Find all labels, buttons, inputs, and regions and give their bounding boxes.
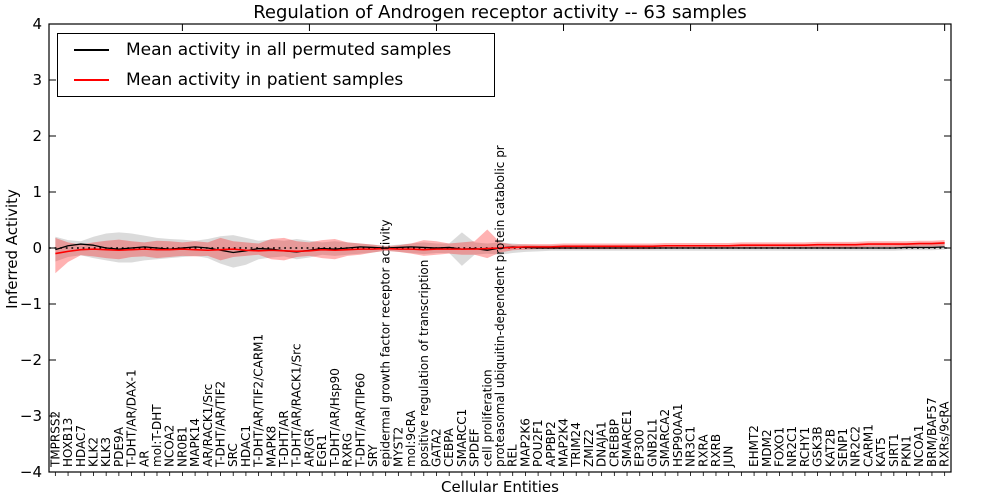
x-tick-label: SRY (366, 444, 380, 467)
x-tick-label: T-DHT/AR/Hsp90 (328, 368, 342, 468)
legend-entry-patient: Mean activity in patient samples (58, 67, 494, 93)
x-tick-label: KAT2B (823, 429, 837, 467)
x-tick-label: HDAC7 (74, 425, 88, 467)
x-tick-label: HOXB13 (61, 418, 75, 467)
legend-entry-permuted: Mean activity in all permuted samples (58, 37, 494, 63)
patient-line-swatch (74, 78, 109, 81)
x-tick-label: EP300 (633, 429, 647, 467)
x-tick-label: T-DHT/AR/DAX-1 (125, 369, 139, 468)
bottom-ticks (54, 472, 946, 476)
x-tick-labels: TMPRSS2HOXB13HDAC7KLK2KLK3PDE9AT-DHT/AR/… (48, 145, 951, 468)
x-tick-label: EHMT2 (747, 425, 761, 467)
x-tick-label: KLK3 (99, 437, 113, 467)
x-tick-label: RXRA (696, 434, 710, 467)
x-tick-label: POU2F1 (531, 419, 545, 467)
mean-patient-line (55, 242, 945, 255)
y-tick-label: −1 (20, 295, 42, 313)
y-axis-label: Inferred Activity (3, 189, 21, 309)
x-tick-label: SRC (226, 443, 240, 467)
permuted-confidence-band (55, 232, 945, 268)
legend: Mean activity in all permuted samples Me… (57, 33, 495, 97)
x-tick-label: NR3C1 (684, 426, 698, 467)
x-tick-label: T-DHT/AR/TIP60 (353, 373, 367, 468)
x-tick-label: MYST2 (391, 427, 405, 467)
x-tick-label: GNB2L1 (645, 419, 659, 467)
x-tick-label: mol:9cRA (404, 410, 418, 467)
y-tick-label: −4 (20, 463, 42, 481)
x-tick-label: HSP90AA1 (671, 403, 685, 467)
x-tick-label: RXRs/9cRA (938, 401, 952, 467)
x-tick-label: SMARCA2 (658, 409, 672, 467)
x-tick-label: GSK3B (811, 426, 825, 467)
x-tick-label: AR/RACK1/Src (201, 384, 215, 467)
y-tick-label: 2 (32, 127, 42, 145)
x-tick-label: REL (506, 444, 520, 467)
x-tick-label: TMPRSS2 (48, 411, 62, 468)
x-tick-label: cell proliferation (480, 369, 494, 467)
x-tick-label: RXRG (341, 433, 355, 467)
patient-confidence-band (55, 229, 945, 274)
x-tick-label: AR (137, 450, 151, 467)
x-tick-label: KLK2 (86, 437, 100, 467)
y-tick-label: 1 (32, 183, 42, 201)
x-tick-label: MAP2K6 (518, 418, 532, 467)
x-tick-label: AR/GR (302, 429, 316, 467)
x-tick-label: PKN1 (900, 435, 914, 467)
x-tick-label: MAPK8 (264, 426, 278, 467)
x-tick-label: NR0B1 (175, 426, 189, 467)
y-tick-label: 4 (32, 15, 42, 33)
y-tick-label: −2 (20, 351, 42, 369)
x-tick-label: HDAC1 (239, 425, 253, 467)
x-tick-label: PDE9A (112, 426, 126, 467)
x-axis-label: Cellular Entities (441, 478, 559, 496)
y-tick-label: 3 (32, 71, 42, 89)
y-ticks (49, 23, 951, 473)
x-tick-label: MAPK14 (188, 418, 202, 467)
x-tick-label: GATA2 (429, 428, 443, 467)
x-tick-label: MAP2K4 (557, 418, 571, 467)
x-tick-label: SIRT1 (887, 433, 901, 467)
x-tick-label: TRIM24 (569, 422, 583, 468)
x-tick-label: NCOA1 (912, 425, 926, 467)
x-tick-label: epidermal growth factor receptor activit… (379, 220, 393, 467)
x-tick-label: BRM/BAF57 (925, 397, 939, 467)
x-tick-label: SMARCE1 (620, 409, 634, 467)
x-tick-label: T-DHT/AR/TIF2/CARM1 (252, 334, 266, 468)
x-tick-label: CEBPA (442, 427, 456, 467)
x-tick-label: CARM1 (861, 424, 875, 467)
x-tick-label: SPDEF (468, 428, 482, 467)
x-tick-label: T-DHT/AR/TIF2 (214, 381, 228, 468)
x-tick-label: FOXO1 (772, 427, 786, 467)
x-tick-label: positive regulation of transcription (417, 260, 431, 467)
x-tick-label: MDM2 (760, 429, 774, 467)
x-tick-label: RCHY1 (798, 427, 812, 467)
x-tick-label: DNAJA1 (595, 421, 609, 467)
y-tick-labels: 4 3 2 1 0 −1 −2 −3 −4 (20, 15, 42, 481)
chart-title: Regulation of Androgen receptor activity… (253, 2, 747, 23)
x-tick-label: mol:T-DHT (150, 404, 164, 467)
top-ticks (181, 24, 946, 31)
x-tick-label: JUN (722, 446, 736, 468)
y-tick-label: 0 (32, 239, 42, 257)
legend-label-permuted: Mean activity in all permuted samples (126, 40, 452, 61)
x-tick-label: proteasomal ubiquitin-dependent protein … (493, 145, 507, 467)
x-tick-label: ZMIZ2 (582, 429, 596, 467)
y-tick-label: −3 (20, 407, 42, 425)
x-tick-label: NR2C2 (849, 426, 863, 467)
legend-label-patient: Mean activity in patient samples (126, 69, 404, 90)
x-tick-label: RXRB (709, 434, 723, 467)
x-tick-label: KAT5 (874, 437, 888, 467)
x-tick-label: APPBP2 (544, 421, 558, 467)
permuted-line-swatch (74, 49, 109, 52)
x-tick-label: EGR1 (315, 434, 329, 467)
x-tick-label: SMARCC1 (455, 409, 469, 467)
x-tick-label: T-DHT/AR/RACK1/Src (290, 344, 304, 468)
x-tick-label: NR2C1 (785, 426, 799, 467)
x-tick-label: NCOA2 (163, 425, 177, 467)
x-tick-label: CREBBP (607, 419, 621, 467)
x-tick-label: SENP1 (836, 428, 850, 467)
x-tick-label: T-DHT/AR (277, 410, 291, 468)
